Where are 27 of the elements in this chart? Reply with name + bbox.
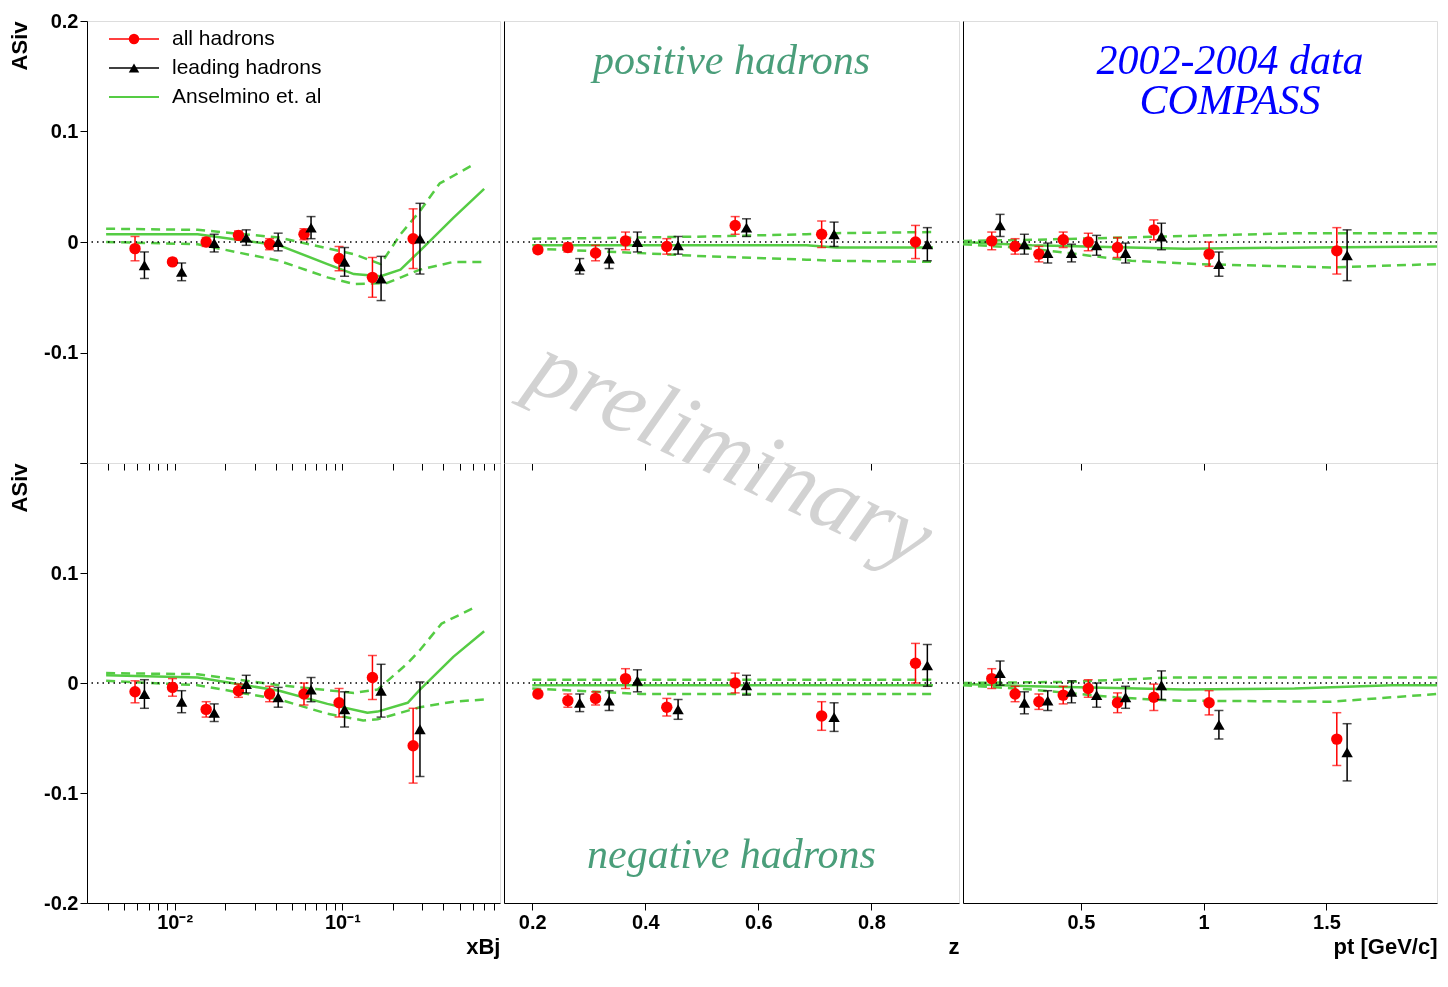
y-axis-title: ASiv <box>7 20 33 71</box>
y-tick-label: -0.2 <box>44 891 79 914</box>
x-axis-title: pt [GeV/c] <box>1333 933 1438 959</box>
y-tick-label: 0.2 <box>50 9 79 32</box>
legend-label: all hadrons <box>172 26 275 49</box>
x-tick-label: 0.8 <box>857 910 886 933</box>
x-tick-label: 10⁻² <box>157 910 194 933</box>
x-tick-label: 0.2 <box>518 910 547 933</box>
x-tick-label: 1 <box>1198 910 1210 933</box>
legend-label: leading hadrons <box>172 55 322 78</box>
y-axis-title: ASiv <box>7 462 33 513</box>
y-tick-label: 0 <box>67 230 79 253</box>
x-tick-label: 1.5 <box>1313 910 1341 933</box>
annotation: positive hadrons <box>589 37 871 83</box>
x-tick-label: 0.4 <box>631 910 661 933</box>
x-tick-label: 0.5 <box>1067 910 1096 933</box>
x-tick-label: 10⁻¹ <box>324 910 362 933</box>
x-axis-title: xBj <box>466 933 501 959</box>
y-tick-label: 0.1 <box>50 561 79 584</box>
y-tick-label: 0 <box>67 671 79 694</box>
x-tick-label: 0.6 <box>744 910 773 933</box>
y-tick-label: -0.1 <box>44 341 79 363</box>
legend-label: Anselmino et. al <box>172 84 322 107</box>
y-tick-label: 0.1 <box>50 120 79 142</box>
annotation: negative hadrons <box>587 831 876 877</box>
x-axis-title: z <box>948 933 960 959</box>
y-tick-label: -0.1 <box>44 781 79 804</box>
